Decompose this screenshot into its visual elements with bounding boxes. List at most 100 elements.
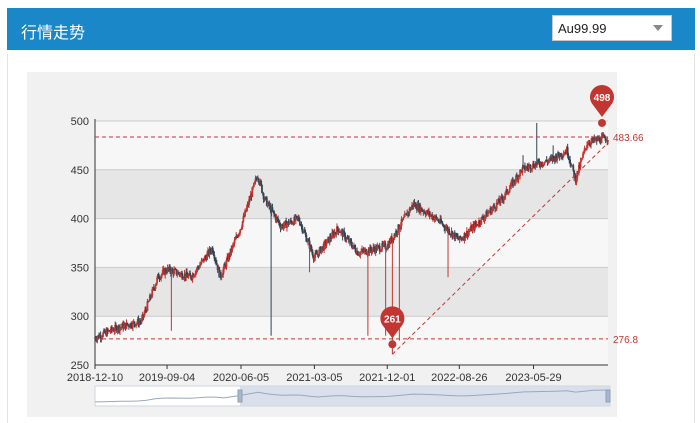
candle-body [373,247,375,250]
candle-body [361,249,364,251]
candle-body [313,257,316,260]
candle-body [477,225,480,227]
candle-body [569,159,571,164]
candle-body [328,236,331,243]
candle-body [248,199,250,206]
candle-body [474,222,477,225]
candle-body [576,171,579,179]
candle-body [240,227,243,229]
candle-body [482,216,484,219]
candle-body [342,231,345,237]
candle-body [326,238,329,244]
candle-body [169,266,171,272]
candle-body [474,222,476,230]
candle-body [483,217,486,221]
candle-body [198,265,201,268]
candle-body [446,226,449,231]
candle-body [604,138,607,142]
candle-body [237,234,240,238]
candle-body [350,241,353,246]
candle-body [143,313,146,317]
candle-body [443,225,446,228]
candle-body [254,178,257,182]
x-tick-label: 2021-03-05 [286,372,342,384]
candle-body [384,243,387,249]
candle-body [509,186,512,189]
candle-body [243,216,246,218]
candle-body [236,236,238,238]
candle-body [469,230,471,232]
candle-body [307,239,310,241]
candle-body [420,207,423,211]
max-mark-point[interactable]: 498 [590,85,614,127]
candle-body [273,211,275,215]
candle-body [220,276,223,278]
candle-body [191,274,194,280]
y-axis: 250 300 350 400 450 500 [71,116,96,372]
candle-body [376,246,379,251]
candle-body [231,246,234,252]
candle-body [156,277,159,283]
mark-lines: 483.66 276.8 [95,133,644,355]
candle-body [218,267,221,277]
candle-body [517,175,520,180]
candle-body [346,237,349,239]
zoom-handle[interactable] [605,389,611,403]
grid-band [95,121,608,170]
candle-body [165,272,168,274]
zoom-window[interactable] [240,386,610,406]
chevron-down-icon[interactable] [653,25,663,31]
candle-body [190,275,192,279]
candle-body [480,217,483,224]
zoom-preview-line [94,389,611,403]
candle-body [459,235,462,239]
candle-body [467,231,470,236]
candle-body [300,225,303,227]
candle-body [512,179,515,186]
candle-body [268,202,271,207]
data-zoom-slider [94,385,611,407]
candle-body [257,178,260,183]
candle-body [199,263,202,266]
zoom-handle[interactable] [237,389,243,403]
candle-body [586,145,588,149]
candle-body [398,228,401,230]
candle-body [440,222,443,224]
candle-body [135,324,138,327]
candle-body [283,221,286,226]
commodity-select[interactable]: Au99.99 [552,15,672,41]
candle-body [181,272,184,279]
candle-body [395,231,398,234]
candle-body [553,156,555,158]
candle-body [176,273,179,275]
candle-body [229,248,232,257]
candle-body [208,248,211,256]
candle-body [190,278,193,280]
candle-body [147,301,150,303]
candle-body [113,330,116,332]
candle-body [132,321,134,328]
candle-body [590,141,592,145]
candle-body [242,216,245,222]
min-mark-point[interactable]: 261 [380,306,405,349]
candle-body [154,285,157,290]
candle-body [365,249,367,255]
y-tick-label: 400 [71,214,89,226]
candles [94,122,609,355]
candle-body [343,231,346,234]
candle-body [275,217,278,221]
candle-body [194,274,196,276]
candle-body [194,270,197,275]
max-mark-point-label: 498 [594,93,611,104]
candle-body [422,210,425,213]
candle-body [352,246,355,249]
candle-body [526,166,529,168]
candle-body [214,258,217,260]
candle-body [251,187,254,198]
candle-body [540,162,543,166]
candle-body [290,221,293,224]
y-tick-label: 500 [71,116,89,128]
page-header: 行情走势 Au99.99 [7,8,695,50]
candle-body [524,165,526,171]
